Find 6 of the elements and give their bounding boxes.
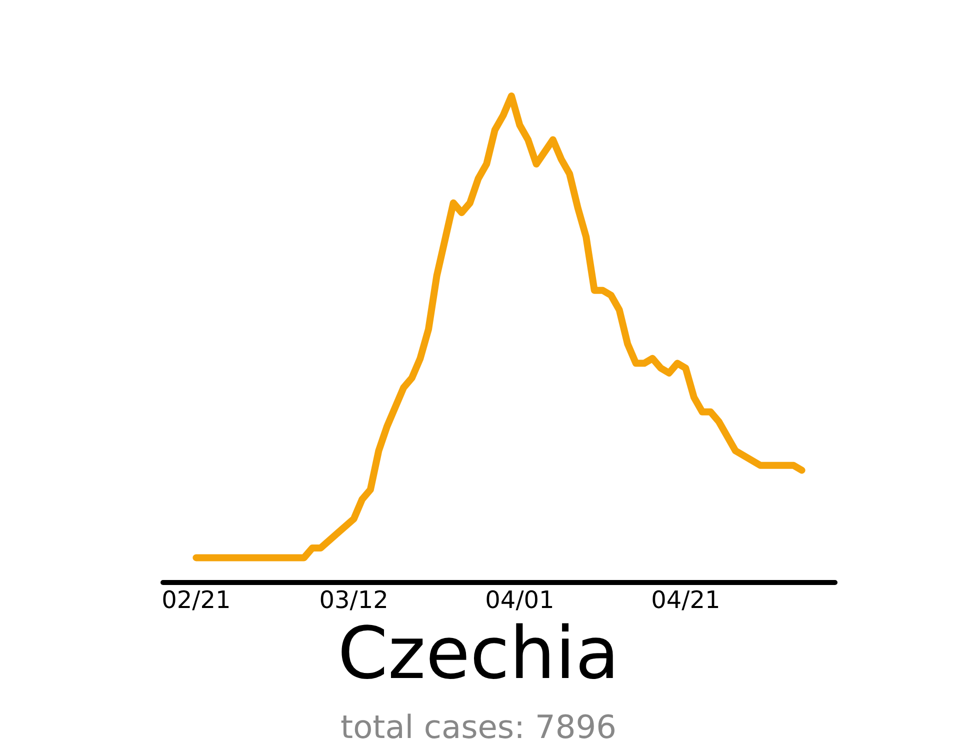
- text: total cases: 7896: [340, 708, 616, 746]
- x-tick-label: 02/21: [162, 586, 231, 614]
- x-tick-label: 04/01: [485, 586, 554, 614]
- text: Czechia: [338, 611, 620, 695]
- x-tick-label: 03/12: [319, 586, 388, 614]
- x-tick-label: 04/21: [651, 586, 720, 614]
